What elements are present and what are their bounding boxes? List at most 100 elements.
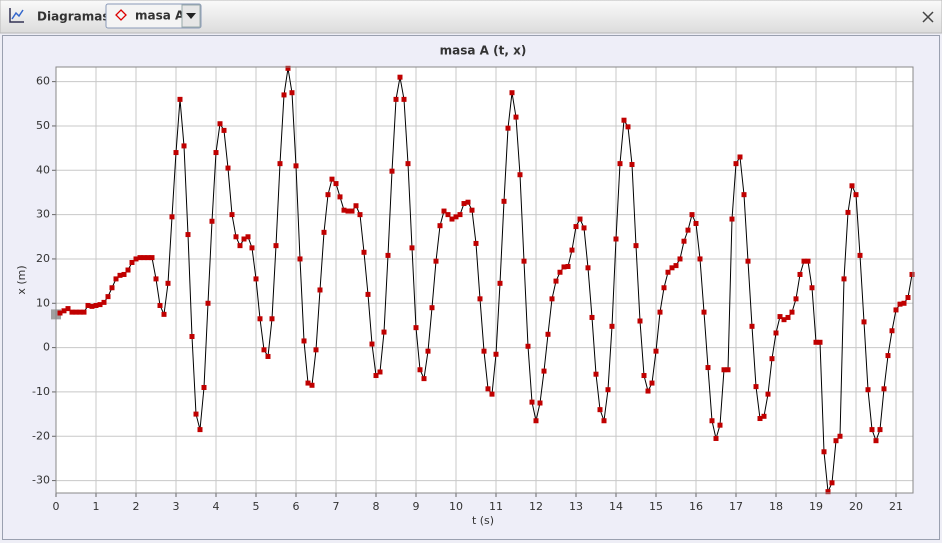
x-tick-label: 17 xyxy=(729,500,743,513)
x-tick-label: 7 xyxy=(333,500,340,513)
data-point xyxy=(133,256,139,262)
data-point xyxy=(881,386,887,392)
data-point xyxy=(729,216,735,222)
series-dropdown[interactable] xyxy=(105,3,202,29)
x-tick-label: 3 xyxy=(173,500,180,513)
x-tick-label: 14 xyxy=(609,500,623,513)
x-tick-label: 5 xyxy=(253,500,260,513)
data-point xyxy=(341,207,347,213)
data-point xyxy=(225,165,231,171)
data-point xyxy=(837,433,843,439)
data-point xyxy=(449,216,455,222)
data-point xyxy=(381,329,387,335)
data-point xyxy=(481,348,487,354)
data-point xyxy=(565,263,571,269)
data-point xyxy=(817,339,823,345)
data-point xyxy=(825,489,831,495)
data-point xyxy=(193,411,199,417)
data-point xyxy=(317,287,323,293)
data-point xyxy=(909,271,915,277)
data-point xyxy=(821,449,827,455)
data-point xyxy=(517,172,523,178)
data-point xyxy=(733,161,739,167)
data-point xyxy=(805,258,811,264)
data-point xyxy=(373,373,379,379)
data-point xyxy=(701,309,707,315)
data-point xyxy=(713,435,719,441)
y-tick-label: 0 xyxy=(43,341,50,354)
data-point xyxy=(185,232,191,238)
data-point xyxy=(525,343,531,349)
data-point xyxy=(573,224,579,230)
data-point xyxy=(553,278,559,284)
data-point xyxy=(813,339,819,345)
data-point xyxy=(301,338,307,344)
data-point xyxy=(281,92,287,98)
x-axis-label: t (s) xyxy=(472,514,494,527)
data-point xyxy=(313,347,319,353)
data-point xyxy=(473,240,479,246)
data-point xyxy=(57,310,63,316)
data-point xyxy=(725,367,731,373)
close-button[interactable] xyxy=(922,11,934,23)
data-point xyxy=(677,256,683,262)
data-point xyxy=(309,382,315,388)
data-point xyxy=(285,65,291,71)
data-point xyxy=(597,407,603,413)
x-tick-label: 12 xyxy=(529,500,543,513)
data-point xyxy=(537,400,543,406)
data-point xyxy=(809,285,815,291)
y-tick-label: 20 xyxy=(36,252,50,265)
data-point xyxy=(153,276,159,282)
data-point xyxy=(69,309,75,315)
data-point xyxy=(209,218,215,224)
data-point xyxy=(245,234,251,240)
data-point xyxy=(137,255,143,261)
x-tick-label: 20 xyxy=(849,500,863,513)
data-point xyxy=(601,418,607,424)
data-point xyxy=(205,300,211,306)
data-point xyxy=(61,308,67,314)
data-point xyxy=(405,161,411,167)
data-point xyxy=(785,314,791,320)
data-point xyxy=(745,258,751,264)
data-point xyxy=(721,367,727,373)
data-point xyxy=(321,229,327,235)
plot-border xyxy=(55,66,914,494)
data-point xyxy=(801,258,807,264)
data-point xyxy=(661,285,667,291)
plot: 0 1 2 3 4 5 6 7 8 9 10 11 12 13 14 15 16 17 18 19 20 21-30-20… xyxy=(32,65,915,513)
data-point xyxy=(121,271,127,277)
y-tick-label: 60 xyxy=(36,75,50,88)
data-point xyxy=(605,387,611,393)
data-point xyxy=(269,316,275,322)
data-point xyxy=(401,96,407,102)
data-point xyxy=(885,353,891,359)
x-tick-label: 19 xyxy=(809,500,823,513)
data-point xyxy=(717,422,723,428)
data-point xyxy=(385,252,391,258)
data-point xyxy=(97,302,103,308)
data-point xyxy=(669,265,675,271)
data-point xyxy=(249,245,255,251)
data-point xyxy=(681,238,687,244)
x-tick-label: 10 xyxy=(449,500,463,513)
data-point xyxy=(797,271,803,277)
data-point xyxy=(849,183,855,189)
arrow-icon xyxy=(186,13,196,19)
data-point xyxy=(77,309,83,315)
data-point xyxy=(777,314,783,320)
data-point xyxy=(93,302,99,308)
data-point xyxy=(161,311,167,317)
data-point xyxy=(305,380,311,386)
data-point xyxy=(705,365,711,371)
data-point xyxy=(761,413,767,419)
data-point xyxy=(545,331,551,337)
data-point xyxy=(557,269,563,275)
x-tick-label: 15 xyxy=(649,500,663,513)
data-point xyxy=(753,384,759,390)
y-tick-label: 40 xyxy=(36,163,50,176)
data-point xyxy=(673,263,679,269)
